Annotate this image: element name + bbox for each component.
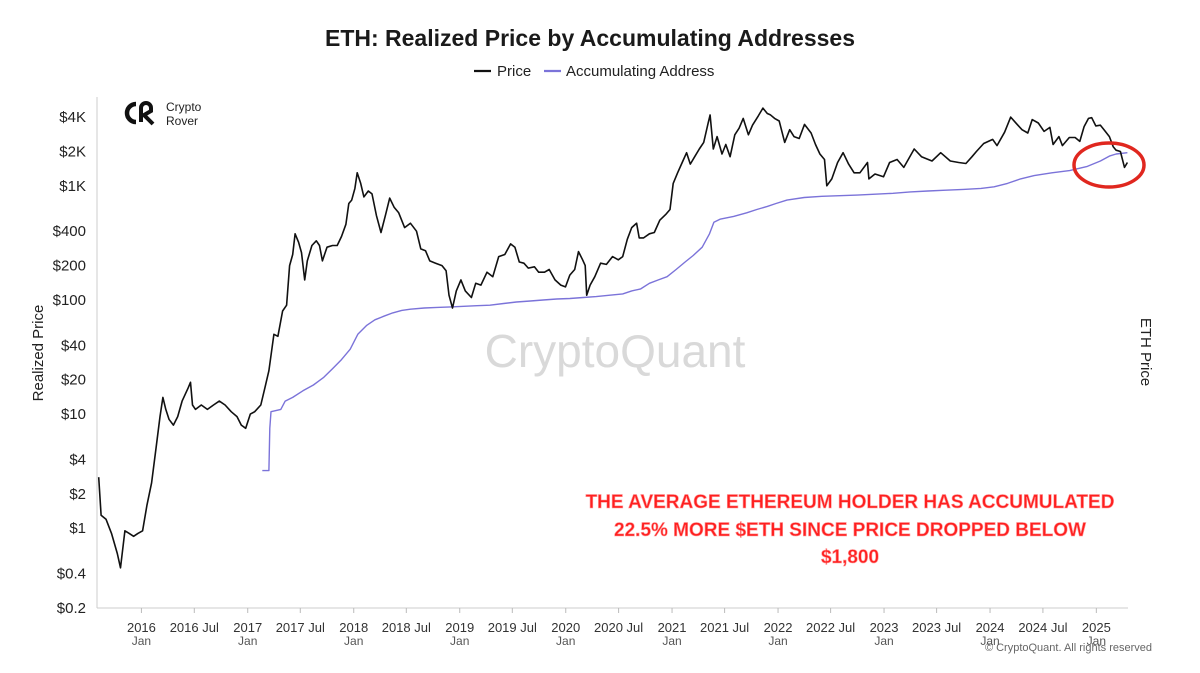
x-tick-sublabel: Jan bbox=[662, 634, 681, 648]
x-tick-label: 2017 bbox=[233, 620, 262, 635]
y-tick-label: $1K bbox=[59, 178, 86, 195]
legend-accumulating-label: Accumulating Address bbox=[566, 63, 714, 80]
x-tick-sublabel: Jan bbox=[1087, 634, 1106, 648]
x-tick-label: 2023 bbox=[870, 620, 899, 635]
y-tick-label: $200 bbox=[53, 258, 86, 275]
y-tick-label: $400 bbox=[53, 223, 86, 240]
annotation-line1: THE AVERAGE ETHEREUM HOLDER HAS ACCUMULA… bbox=[586, 492, 1115, 513]
y-tick-label: $100 bbox=[53, 292, 86, 309]
y-tick-label: $4 bbox=[69, 452, 86, 469]
legend: Price Accumulating Address bbox=[474, 63, 714, 80]
y-axis-label: Realized Price bbox=[30, 305, 47, 402]
annotation-line3: $1,800 bbox=[821, 547, 879, 568]
x-tick-label: 2017 Jul bbox=[276, 620, 325, 635]
logo: Crypto Rover bbox=[124, 100, 202, 128]
x-tick-label: 2024 Jul bbox=[1018, 620, 1067, 635]
legend-price-label: Price bbox=[497, 63, 531, 80]
y-tick-label: $1 bbox=[69, 520, 86, 537]
x-tick-label: 2022 bbox=[764, 620, 793, 635]
x-tick-label: 2021 bbox=[658, 620, 687, 635]
annotation-line2: 22.5% MORE $ETH SINCE PRICE DROPPED BELO… bbox=[614, 520, 1086, 541]
annotation: THE AVERAGE ETHEREUM HOLDER HAS ACCUMULA… bbox=[585, 492, 1115, 569]
x-tick-label: 2021 Jul bbox=[700, 620, 749, 635]
series-line-price bbox=[97, 107, 1129, 569]
x-tick-label: 2020 Jul bbox=[594, 620, 643, 635]
x-tick-label: 2016 Jul bbox=[170, 620, 219, 635]
highlight-circle bbox=[1072, 141, 1146, 189]
y-tick-label: $2 bbox=[69, 486, 86, 503]
y-tick-label: $0.4 bbox=[57, 566, 86, 583]
y-axis-ticks: $4K $2K $1K $400 $200 $100 $40 $20 $10 $4 $2 $1 $0.4… bbox=[53, 109, 86, 617]
x-tick-sublabel: Jan bbox=[132, 634, 151, 648]
chart-title: ETH: Realized Price by Accumulating Addr… bbox=[325, 25, 855, 51]
x-tick-sublabel: Jan bbox=[344, 634, 363, 648]
logo-line1: Crypto bbox=[166, 100, 202, 114]
x-tick-label: 2019 Jul bbox=[488, 620, 537, 635]
y-tick-label: $10 bbox=[61, 406, 86, 423]
x-tick-sublabel: Jan bbox=[874, 634, 893, 648]
y-tick-label: $40 bbox=[61, 337, 86, 354]
copyright-credit: © CryptoQuant. All rights reserved bbox=[985, 642, 1152, 654]
x-tick-label: 2024 bbox=[976, 620, 1005, 635]
y-tick-label: $2K bbox=[59, 143, 86, 160]
x-tick-sublabel: Jan bbox=[450, 634, 469, 648]
y-tick-label: $20 bbox=[61, 372, 86, 389]
x-tick-sublabel: Jan bbox=[980, 634, 999, 648]
x-tick-label: 2022 Jul bbox=[806, 620, 855, 635]
series-line-accumulating-address bbox=[262, 152, 1128, 472]
x-tick-label: 2020 bbox=[551, 620, 580, 635]
x-tick-sublabel: Jan bbox=[238, 634, 257, 648]
y-tick-label: $0.2 bbox=[57, 600, 86, 617]
x-tick-sublabel: Jan bbox=[556, 634, 575, 648]
x-tick-label: 2018 Jul bbox=[382, 620, 431, 635]
y2-axis-label: ETH Price bbox=[1137, 318, 1154, 386]
logo-mark bbox=[124, 101, 155, 126]
x-tick-label: 2018 bbox=[339, 620, 368, 635]
x-tick-label: 2019 bbox=[445, 620, 474, 635]
x-tick-label: 2025 bbox=[1082, 620, 1111, 635]
x-tick-label: 2023 Jul bbox=[912, 620, 961, 635]
x-tick-label: 2016 bbox=[127, 620, 156, 635]
x-tick-sublabel: Jan bbox=[768, 634, 787, 648]
y-tick-label: $4K bbox=[59, 109, 86, 126]
series bbox=[97, 107, 1129, 569]
logo-line2: Rover bbox=[166, 114, 198, 128]
watermark: CryptoQuant bbox=[485, 325, 746, 377]
